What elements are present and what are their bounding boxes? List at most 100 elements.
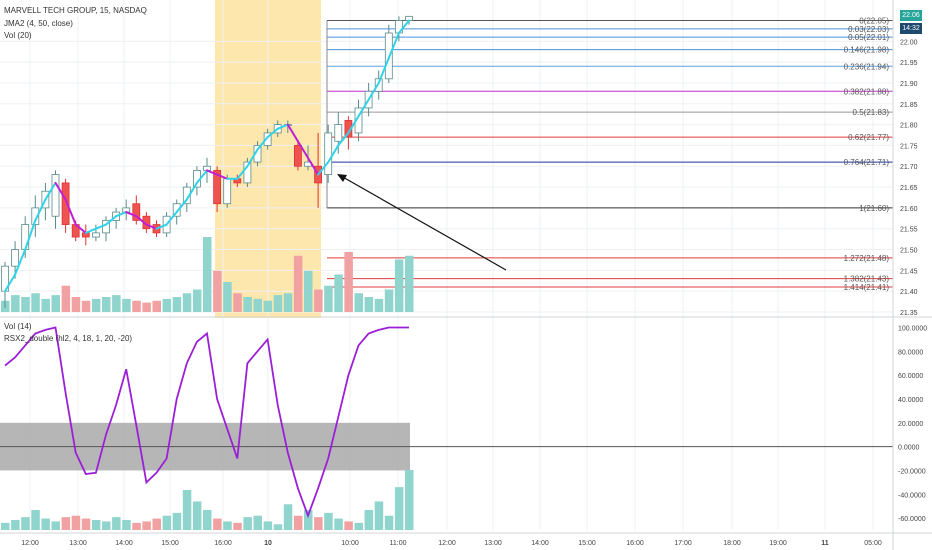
time-tick-label: 10 (264, 540, 272, 547)
time-badge: 14:32 (900, 23, 922, 34)
volume-bar (71, 297, 81, 312)
time-tick-label: 14:00 (115, 540, 133, 547)
fib-label: 0.382(21.88) (844, 87, 890, 96)
price-tick-label: 21.85 (900, 102, 918, 109)
price-tick-label: 21.35 (900, 310, 918, 317)
jma-segment (64, 198, 77, 226)
volume-bar (112, 295, 121, 312)
time-tick-label: 15:00 (161, 540, 179, 547)
lower-volume-bar (293, 515, 303, 530)
volume-bar (41, 298, 50, 312)
jma-segment (256, 136, 269, 151)
candle-body (61, 182, 70, 225)
time-tick-label: 16:00 (214, 540, 232, 547)
volume-bar (61, 285, 71, 312)
arrow-head (337, 174, 347, 182)
jma-segment (327, 144, 340, 164)
volume-bar (203, 237, 212, 312)
candle-body (293, 145, 302, 167)
rsx-study-label[interactable]: RSX2_double (hl2, 4, 18, 1, 20, -20) (4, 334, 133, 343)
lower-volume-bar (182, 490, 192, 530)
lower-volume-bar (283, 504, 293, 530)
lower-volume-bar (61, 517, 71, 530)
volume-bars (1, 237, 414, 312)
lower-volume-bar (91, 520, 101, 530)
fibonacci-levels[interactable]: 0(22.05)0.03(22.03)0.05(22.01) 0.146(21.9… (326, 16, 893, 292)
volume-bar (273, 295, 283, 312)
lower-volume-bar (172, 512, 182, 530)
time-tick-label: 12:00 (21, 540, 39, 547)
arrow-shaft (340, 175, 507, 271)
jma-segment (286, 123, 299, 143)
jma-segment (236, 165, 249, 180)
fib-label: 1.272(21.48) (844, 254, 890, 263)
lower-volume-bar (132, 522, 141, 530)
jma-segment (4, 273, 17, 293)
lower-volume-bar (81, 518, 91, 530)
lower-volume-bar (394, 487, 404, 530)
rsx-tick-label: 80.0000 (898, 349, 923, 356)
annotation-arrow[interactable] (337, 174, 507, 271)
jma-segment (155, 223, 168, 230)
fib-label: 0.05(22.01) (848, 33, 889, 42)
fib-label: 0.146(21.98) (844, 46, 890, 55)
price-tick-label: 21.50 (900, 248, 918, 255)
volume-bar (152, 300, 161, 312)
jma-line (4, 19, 410, 293)
volume-bar (405, 255, 414, 312)
volume-bar (172, 297, 182, 312)
jma-segment (105, 215, 118, 226)
lower-volume-bar (152, 518, 161, 530)
lower-volume-label[interactable]: Vol (14) (4, 322, 32, 331)
jma-study-label[interactable]: JMA2 (4, 50, close) (4, 19, 73, 28)
volume-bar (374, 298, 384, 312)
jma-segment (216, 173, 229, 180)
symbol-title: MARVELL TECH GROUP, 15, NASDAQ (4, 6, 147, 15)
price-tick-label: 21.75 (900, 143, 918, 150)
price-tick-label: 21.90 (900, 81, 918, 88)
volume-bar (192, 289, 202, 312)
jma-segment (357, 98, 370, 118)
volume-bar (213, 270, 222, 312)
jma-segment (84, 227, 97, 234)
fib-label: 0.236(21.94) (844, 62, 890, 71)
time-tick-label: 11:00 (390, 540, 407, 547)
price-tick-label: 21.40 (900, 289, 918, 296)
jma-segment (347, 115, 360, 134)
candle-body (324, 132, 333, 175)
lower-volume-bar (203, 510, 212, 530)
jma-segment (206, 169, 219, 176)
lower-volume-bar (384, 515, 394, 530)
time-tick-label: 14:00 (531, 540, 549, 547)
rsx-tick-label: -60.0000 (898, 516, 926, 523)
lower-volume-bar (374, 501, 384, 530)
lower-volume-bar (112, 517, 121, 530)
lower-volume-bar (233, 522, 242, 530)
lower-volume-bar (334, 518, 343, 530)
time-tick-label: 13:00 (484, 540, 502, 547)
time-tick-label: 10:00 (341, 540, 359, 547)
jma-segment (307, 156, 320, 176)
time-tick-label: 15:00 (578, 540, 596, 547)
volume-bar (293, 255, 303, 312)
candle-body (21, 224, 30, 250)
jma-segment (296, 140, 309, 159)
jma-segment (165, 211, 178, 226)
jma-segment (145, 223, 158, 230)
volume-bar (263, 300, 273, 312)
jma-segment (24, 219, 37, 251)
fib-label: 0.03(22.03) (848, 25, 889, 34)
fib-label: 0.764(21.71) (844, 158, 890, 167)
candle-body (51, 174, 60, 217)
lower-volume-bar (223, 521, 232, 530)
jma-segment (34, 198, 47, 222)
volume-bar (364, 297, 374, 312)
volume-bar (394, 259, 404, 312)
candle-body (334, 124, 343, 142)
volume-study-label[interactable]: Vol (20) (4, 31, 32, 40)
price-tick-label: 21.60 (900, 206, 918, 213)
volume-bar (122, 298, 131, 312)
lower-volume-bar (314, 517, 323, 530)
